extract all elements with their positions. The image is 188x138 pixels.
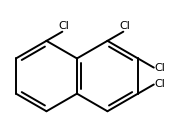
Text: Cl: Cl — [119, 21, 130, 31]
Text: Cl: Cl — [155, 63, 165, 73]
Text: Cl: Cl — [58, 21, 69, 31]
Text: Cl: Cl — [155, 79, 165, 89]
